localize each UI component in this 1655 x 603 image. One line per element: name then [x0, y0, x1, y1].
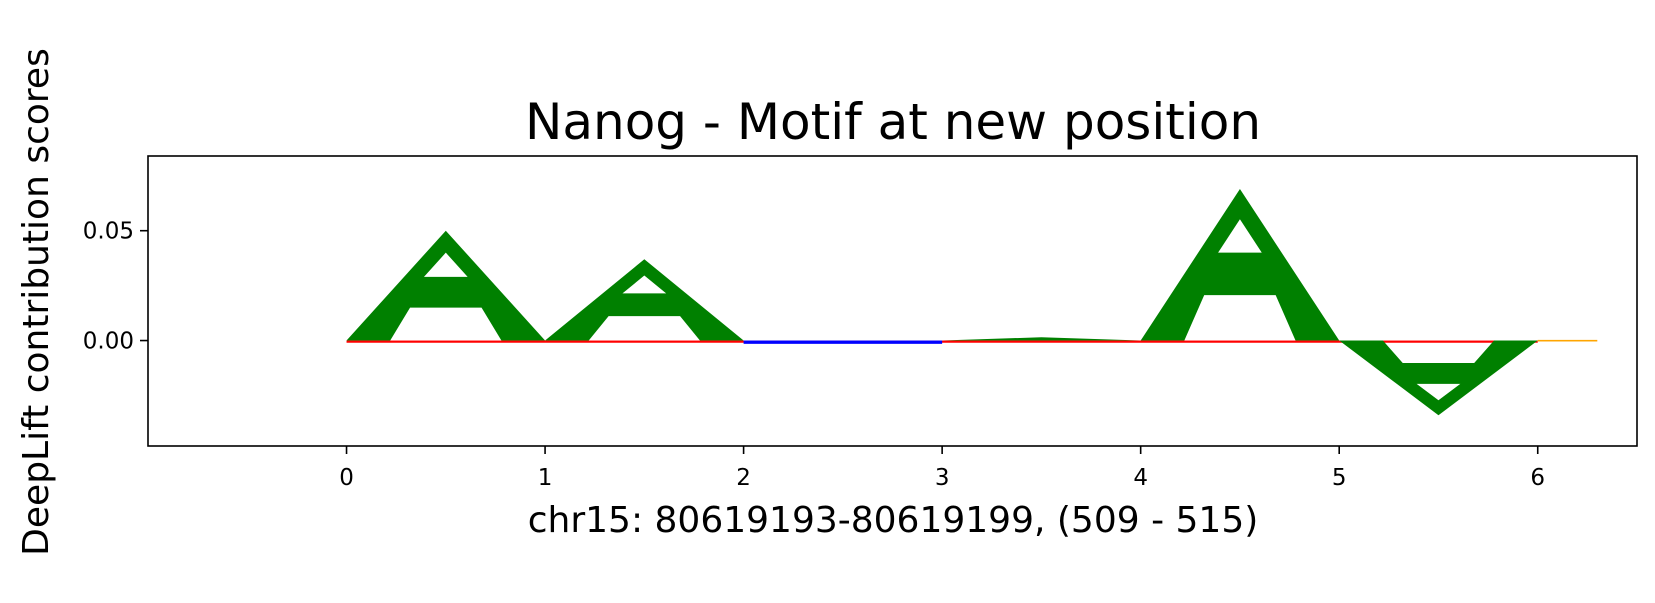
- logo-letter-a-0: [346, 230, 546, 341]
- axes: 0 1 2 3 4 5 6 0.00 0.05: [83, 155, 1638, 491]
- plot-frame: [147, 155, 1638, 447]
- y-axis-label: DeepLift contribution scores: [16, 48, 57, 556]
- x-axis-label: chr15: 80619193-80619199, (509 - 515): [528, 500, 1259, 541]
- logo-letter-a-4: [1140, 188, 1340, 341]
- logo-letter-c-2: [743, 340, 943, 344]
- logo-letter-a-3: [942, 337, 1141, 341]
- x-tick-label-2: 2: [736, 465, 751, 491]
- x-tick-label-3: 3: [935, 465, 950, 491]
- x-tick-label-1: 1: [538, 465, 553, 491]
- x-tick-label-4: 4: [1133, 465, 1148, 491]
- logo-marks: [346, 188, 1598, 416]
- x-tick-label-0: 0: [339, 465, 354, 491]
- logo-letter-a-5: [1339, 340, 1538, 416]
- y-tick-label-1: 0.05: [83, 219, 134, 245]
- logo-letter-a-1: [545, 259, 744, 341]
- x-tick-label-6: 6: [1530, 465, 1545, 491]
- y-tick-label-0: 0.00: [83, 329, 134, 355]
- x-tick-label-5: 5: [1332, 465, 1347, 491]
- logo-letter-g-6: [1537, 339, 1598, 342]
- chart-title: Nanog - Motif at new position: [525, 93, 1261, 151]
